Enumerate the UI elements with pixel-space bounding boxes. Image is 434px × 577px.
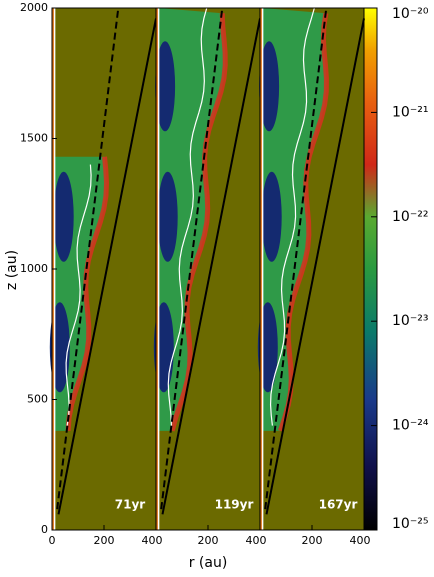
- x-tick-label: 0: [49, 534, 56, 547]
- cavity: [155, 41, 176, 132]
- contour: [65, 164, 92, 426]
- dashed-cone: [264, 7, 328, 510]
- panel-label: 167yr: [319, 498, 358, 512]
- y-axis-label: z (au): [4, 250, 20, 290]
- dashed-cone: [56, 7, 120, 510]
- solid-cone: [161, 18, 261, 515]
- x-tick-label: 200: [198, 534, 219, 547]
- y-tick-label: 1500: [20, 132, 48, 145]
- shock-edge: [169, 13, 228, 432]
- x-tick-label: 200: [302, 534, 323, 547]
- x-tick-label: 400: [246, 534, 267, 547]
- shock-edge: [278, 12, 329, 432]
- panel-label: 119yr: [215, 498, 254, 512]
- colorbar-tick-label: 10⁻²⁵: [392, 516, 428, 532]
- outflow-region: [262, 8, 327, 431]
- colorbar-tick-label: 10⁻²¹: [392, 104, 428, 120]
- y-tick-label: 1000: [20, 262, 48, 275]
- shock-edge: [65, 156, 110, 432]
- jet: [156, 8, 159, 530]
- colorbar: [363, 7, 378, 531]
- panel-label: 71yr: [115, 498, 146, 512]
- x-axis-label: r (au): [189, 555, 228, 571]
- solid-cone: [57, 18, 157, 515]
- contour: [167, 7, 208, 426]
- dashed-cone: [160, 7, 224, 510]
- x-tick-label: 200: [94, 534, 115, 547]
- y-tick-label: 500: [27, 393, 48, 406]
- contour: [269, 7, 315, 426]
- jet: [260, 8, 263, 530]
- x-tick-label: 400: [350, 534, 371, 547]
- colorbar-tick-label: 10⁻²⁰: [392, 6, 429, 22]
- cavity: [259, 41, 280, 132]
- y-tick-label: 2000: [20, 1, 48, 14]
- colorbar-tick-label: 10⁻²³: [392, 313, 428, 329]
- colorbar-tick-label: 10⁻²²: [392, 209, 428, 225]
- colorbar-tick-label: 10⁻²⁴: [392, 418, 429, 434]
- cavity: [157, 171, 178, 262]
- y-tick-label: 0: [41, 523, 48, 536]
- x-tick-label: 400: [142, 534, 163, 547]
- cavity: [261, 171, 282, 262]
- solid-cone: [265, 18, 365, 515]
- cavity: [53, 171, 74, 262]
